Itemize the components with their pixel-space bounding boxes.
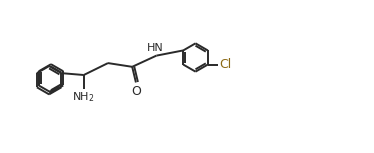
Text: NH$_2$: NH$_2$ [73,91,95,104]
Text: O: O [131,85,141,98]
Text: Cl: Cl [219,58,232,71]
Text: HN: HN [147,43,164,53]
